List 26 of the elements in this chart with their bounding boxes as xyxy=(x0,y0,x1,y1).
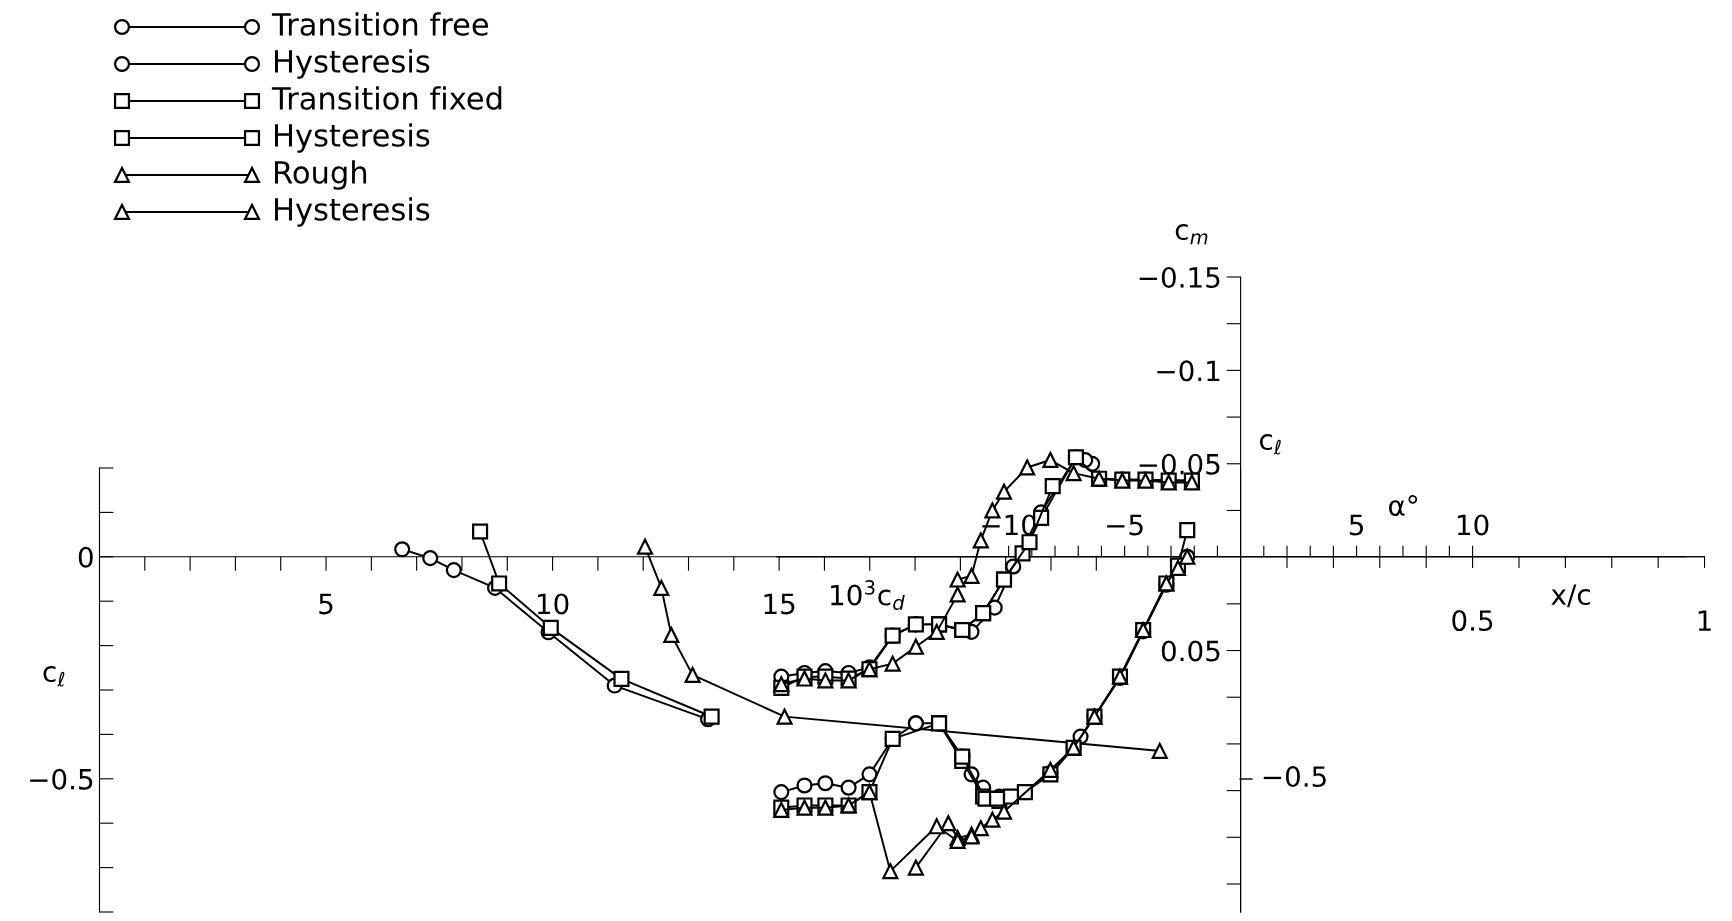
y-tick-label: −0.1 xyxy=(1157,360,1220,382)
x-tick-label: 10 xyxy=(537,593,569,615)
annotation: −0.5 xyxy=(1263,766,1326,788)
x-tick-label: 5 xyxy=(319,593,333,615)
legend-label: Transition free xyxy=(271,12,489,36)
x2-tick-label: 1 xyxy=(1698,610,1711,631)
legend-label: Hysteresis xyxy=(275,49,430,79)
x2-tick-label: 0.5 xyxy=(1452,610,1493,632)
x-axis-title: 10$^{3}$c$_{d}$ xyxy=(831,580,905,610)
x-tick-label: 5 xyxy=(1349,514,1363,536)
y-axis-title: c$_{m}$ xyxy=(1175,224,1208,245)
y-tick-label: −0.15 xyxy=(1139,266,1220,288)
legend-label: Transition fixed xyxy=(271,86,502,110)
x-tick-label: 10 xyxy=(1457,514,1489,536)
y-axis-title: c$_{ℓ}$ xyxy=(1259,434,1281,455)
x-axis-title: α° xyxy=(1389,495,1418,516)
legend-label: Hysteresis xyxy=(275,197,430,227)
x-tick-label: 15 xyxy=(764,593,795,615)
y-tick-label: 0 xyxy=(78,546,93,568)
x-tick-label: −5 xyxy=(1107,514,1143,536)
y-tick-label: −0.05 xyxy=(1139,453,1220,475)
y-axis-title: c$_{ℓ}$ xyxy=(43,666,65,687)
x2-axis-title: x/c xyxy=(1551,584,1590,608)
legend-label: Hysteresis xyxy=(275,123,430,153)
legend-label: Rough xyxy=(275,160,367,190)
y-tick-label: 0.05 xyxy=(1161,640,1220,662)
